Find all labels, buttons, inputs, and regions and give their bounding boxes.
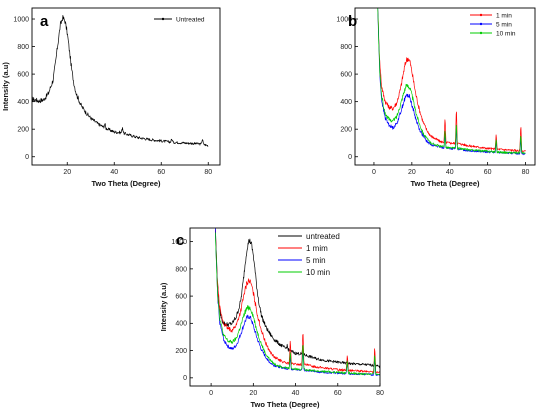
legend-label: 10 min xyxy=(306,268,330,277)
x-tick-label: 60 xyxy=(157,169,165,176)
y-tick-label: 600 xyxy=(17,72,29,79)
y-tick-label: 1000 xyxy=(13,16,29,23)
y-tick-label: 800 xyxy=(340,44,352,51)
y-tick-label: 800 xyxy=(175,266,187,273)
plot-frame xyxy=(31,7,221,166)
legend-marker xyxy=(479,31,483,35)
legend-marker xyxy=(479,22,483,26)
legend-marker xyxy=(161,17,165,21)
y-tick-label: 200 xyxy=(175,348,187,355)
legend-label: 5 min xyxy=(496,21,512,28)
y-tick-label: 0 xyxy=(348,154,352,161)
x-axis-label: Two Theta (Degree) xyxy=(410,179,480,188)
panel-a-chart: 0 200 400 600 800 1000 20 40 60 80 Two Theta (Degr… xyxy=(1,7,221,188)
x-axis-label: Two Theta (Degree) xyxy=(250,400,320,409)
legend-label: Untreated xyxy=(176,16,205,23)
series-line-untreated xyxy=(214,228,380,369)
panel-letter: a xyxy=(40,13,49,30)
legend-label: 1 mim xyxy=(306,244,328,253)
plot-frame xyxy=(189,227,381,387)
panel-letter: b xyxy=(348,13,357,30)
y-axis-label: Intensity (a.u) xyxy=(1,62,10,111)
panel-a-series-group xyxy=(32,14,209,147)
panel-c-series-group xyxy=(214,228,380,376)
x-tick-label: 40 xyxy=(446,169,454,176)
x-tick-label: 20 xyxy=(408,169,416,176)
x-tick-label: 60 xyxy=(484,169,492,176)
x-tick-label: 20 xyxy=(249,390,257,397)
plot-frame xyxy=(354,7,536,166)
y-tick-label: 0 xyxy=(25,154,29,161)
x-tick-label: 80 xyxy=(522,169,530,176)
y-axis-label: Intensity (a.u) xyxy=(159,282,168,331)
series-line-untreated xyxy=(32,14,209,147)
x-tick-label: 60 xyxy=(334,390,342,397)
series-line-1-mim xyxy=(214,229,380,374)
y-tick-label: 400 xyxy=(340,99,352,106)
panel-letter: c xyxy=(176,232,184,249)
legend-label: 5 min xyxy=(306,256,326,265)
x-tick-label: 40 xyxy=(292,390,300,397)
legend-marker xyxy=(479,13,483,17)
y-tick-label: 400 xyxy=(175,321,187,328)
x-tick-label: 80 xyxy=(204,169,212,176)
legend-label: untreated xyxy=(306,232,340,241)
y-tick-label: 0 xyxy=(183,375,187,382)
y-tick-label: 800 xyxy=(17,44,29,51)
y-tick-label: 1000 xyxy=(336,16,352,23)
series-line-10-min xyxy=(214,232,380,376)
y-tick-label: 400 xyxy=(17,99,29,106)
x-tick-label: 20 xyxy=(63,169,71,176)
legend: Untreated xyxy=(154,16,205,23)
legend: 1 min 5 min 10 min xyxy=(470,12,516,37)
x-axis-label: Two Theta (Degree) xyxy=(91,179,161,188)
y-tick-label: 600 xyxy=(175,294,187,301)
series-line-1-min xyxy=(377,10,526,153)
y-tick-label: 200 xyxy=(340,127,352,134)
x-tick-label: 80 xyxy=(376,390,384,397)
x-tick-label: 0 xyxy=(372,169,376,176)
x-tick-label: 0 xyxy=(209,390,213,397)
panel-b-series-group xyxy=(377,8,526,156)
y-tick-label: 200 xyxy=(17,127,29,134)
legend-label: 10 min xyxy=(496,30,516,37)
legend: untreated 1 mim 5 min 10 min xyxy=(278,232,340,277)
legend-label: 1 min xyxy=(496,12,512,19)
panel-b-chart: 0 200 400 600 800 1000 0 20 40 60 80 Two Theta (Deg… xyxy=(336,7,536,188)
panel-c-chart: 0 200 400 600 800 1000 0 20 40 60 80 Two Theta (Deg… xyxy=(159,227,384,409)
x-tick-label: 40 xyxy=(110,169,118,176)
series-line-10-min xyxy=(377,8,526,155)
y-tick-label: 1000 xyxy=(171,239,187,246)
y-tick-label: 600 xyxy=(340,72,352,79)
